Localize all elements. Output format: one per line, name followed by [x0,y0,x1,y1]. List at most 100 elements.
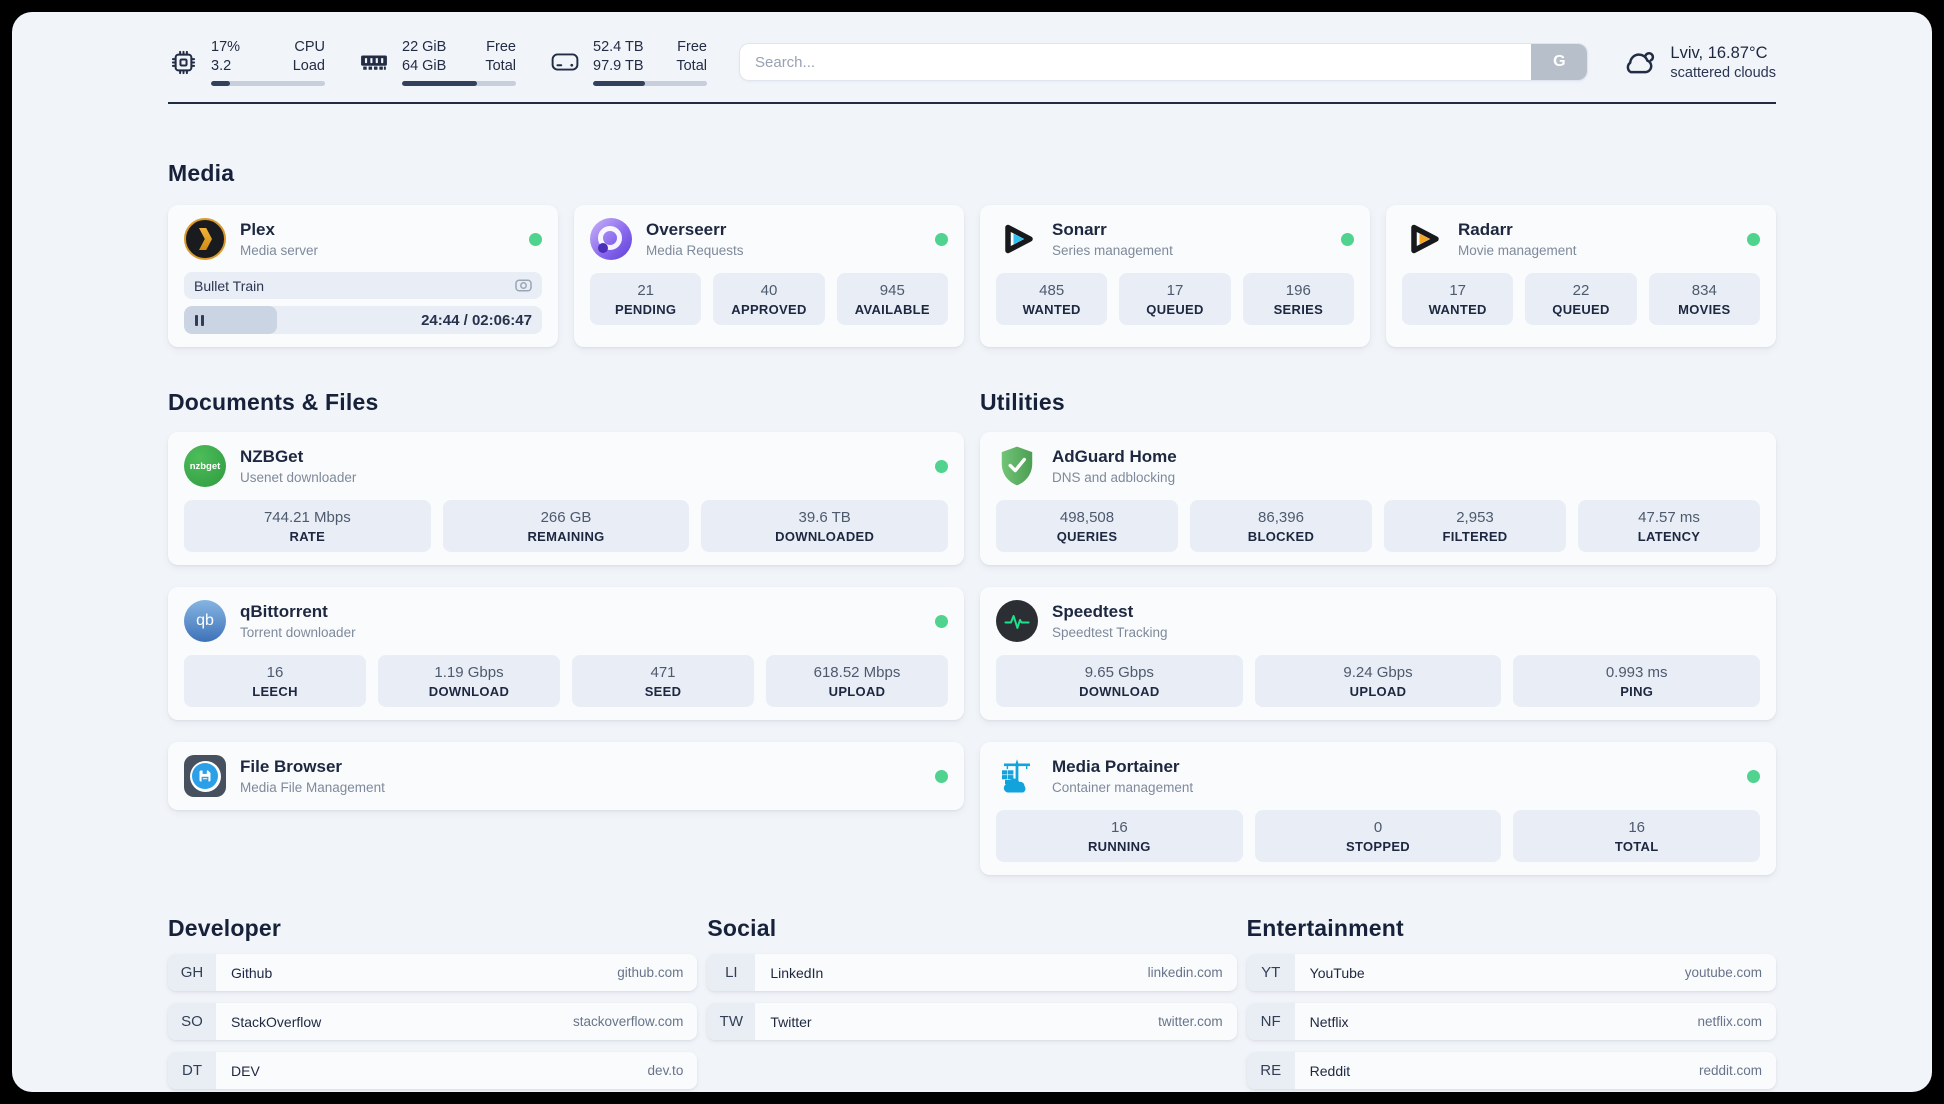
status-dot [529,232,542,246]
weather-widget[interactable]: Lviv, 16.87°C scattered clouds [1620,44,1776,81]
app-radarr[interactable]: Radarr Movie management [1402,218,1760,260]
app-description: Torrent downloader [240,625,356,641]
app-plex[interactable]: Plex Media server [184,218,542,261]
memory-free-value: 22 GiB [402,39,447,55]
app-description: Media server [240,243,319,259]
stat-downloaded: 39.6 TB DOWNLOADED [701,500,949,553]
cloud-icon [1620,46,1658,78]
header-divider [168,102,1776,105]
status-dot [935,769,948,783]
bookmark-url: dev.to [647,1063,684,1079]
app-card-overseerr: Overseerr Media Requests 21 PENDING 40 APP… [574,205,964,348]
app-card-portainer: Media Portainer Container management 16 R… [980,742,1776,876]
app-qbittorrent[interactable]: qb qBittorrent Torrent downloader [184,600,948,643]
app-speedtest[interactable]: Speedtest Speedtest Tracking [996,600,1760,643]
app-name: Media Portainer [1052,757,1180,777]
pause-icon [195,314,198,326]
status-dot [1341,232,1354,246]
sonarr-icon [996,218,1038,260]
playback-time: 24:44 / 02:06:47 [421,311,532,329]
bookmark-stackoverflow[interactable]: SO StackOverflow stackoverflow.com [168,1003,698,1041]
memory-progress-bar [402,81,516,87]
bookmark-github[interactable]: GH Github github.com [168,954,698,992]
now-playing-title: Bullet Train [194,277,265,294]
cpu-usage-label: CPU [294,39,325,55]
disk-progress-fill [593,81,646,87]
nzbget-icon: nzbget [184,445,226,488]
weather-summary: Lviv, 16.87°C [1670,43,1768,62]
bookmark-abbr: GH [168,954,216,992]
bookmark-abbr: DT [168,1052,216,1090]
cpu-load-label: Load [292,58,325,75]
status-dot [935,459,948,473]
stat-seed: 471 SEED [572,655,754,708]
app-stats: 21 PENDING 40 APPROVED 945 AVAILABLE [590,273,948,326]
app-nzbget[interactable]: nzbget NZBGet Usenet downloader [184,445,948,488]
bookmark-name: Twitter [770,1013,812,1030]
app-filebrowser[interactable]: File Browser Media File Management [184,755,948,798]
stat-queued: 22 QUEUED [1525,273,1637,326]
plex-icon [184,218,226,261]
search-input[interactable] [739,43,1589,82]
stat-available: 945 AVAILABLE [836,273,948,326]
bookmark-url: twitter.com [1158,1014,1223,1030]
system-monitors: 17% 3.2 CPU Load [168,38,707,87]
stat-running: 16 RUNNING [996,810,1243,863]
disk-progress-bar [593,81,707,87]
playback-progress-fill [184,306,278,335]
documents-utilities-grid: nzbget NZBGet Usenet downloader 744.21 M… [168,432,1776,876]
app-description: DNS and adblocking [1052,470,1176,486]
memory-total-label: Total [485,58,516,75]
filebrowser-icon [184,755,226,798]
status-dot [1747,769,1760,783]
search-engine-button[interactable]: G [1531,44,1588,81]
bookmark-netflix[interactable]: NF Netflix netflix.com [1246,1003,1776,1041]
bookmark-twitter[interactable]: TW Twitter twitter.com [707,1003,1237,1041]
speedtest-icon [996,600,1038,643]
section-title-developer: Developer [168,915,282,942]
bookmark-youtube[interactable]: YT YouTube youtube.com [1246,954,1776,992]
status-dot [935,614,948,628]
cpu-monitor: 17% 3.2 CPU Load [168,38,325,87]
bookmark-name: StackOverflow [231,1013,322,1030]
app-overseerr[interactable]: Overseerr Media Requests [590,218,948,261]
app-name: File Browser [240,757,343,777]
app-portainer[interactable]: Media Portainer Container management [996,755,1760,797]
disk-icon [550,51,580,73]
bookmark-abbr: NF [1246,1003,1295,1041]
stat-download: 1.19 Gbps DOWNLOAD [378,655,560,708]
bookmark-dev[interactable]: DT DEV dev.to [168,1052,698,1090]
app-stats: 16 LEECH 1.19 Gbps DOWNLOAD 471 SEED 618.52… [184,655,948,708]
bookmark-name: DEV [231,1062,260,1079]
bookmark-name: Netflix [1309,1013,1349,1030]
bookmark-name: Github [231,964,273,981]
bookmark-linkedin[interactable]: LI LinkedIn linkedin.com [707,954,1237,992]
app-adguard[interactable]: AdGuard Home DNS and adblocking [996,445,1760,487]
stat-upload: 9.24 Gbps UPLOAD [1254,655,1502,708]
app-name: Radarr [1458,220,1513,240]
stat-stopped: 0 STOPPED [1254,810,1502,863]
cpu-load-value: 3.2 [211,58,232,75]
stat-latency: 47.57 ms LATENCY [1578,500,1760,553]
top-bar: 17% 3.2 CPU Load [168,12,1776,87]
section-title-media: Media [168,160,235,187]
bookmark-group-developer: Developer GH Github github.com SO StackO… [168,915,698,1090]
status-dot [1747,232,1760,246]
app-card-nzbget: nzbget NZBGet Usenet downloader 744.21 M… [168,432,964,566]
bookmark-name: Reddit [1309,1062,1351,1079]
bookmark-url: github.com [617,965,684,981]
app-sonarr[interactable]: Sonarr Series management [996,218,1354,260]
app-name: AdGuard Home [1052,447,1177,467]
app-description: Usenet downloader [240,470,357,486]
bookmark-reddit[interactable]: RE Reddit reddit.com [1246,1052,1776,1090]
app-stats: 9.65 Gbps DOWNLOAD 9.24 Gbps UPLOAD 0.993 … [996,655,1761,708]
disk-total-label: Total [676,58,707,75]
status-dot [935,232,948,246]
adguard-icon [996,445,1038,487]
section-title-utilities: Utilities [980,389,1065,416]
stat-wanted: 17 WANTED [1402,273,1514,326]
app-stats: 17 WANTED 22 QUEUED 834 MOVIES [1402,273,1760,326]
stat-remaining: 266 GB REMAINING [442,500,690,553]
section-title-social: Social [707,915,777,942]
section-title-entertainment: Entertainment [1246,915,1404,942]
